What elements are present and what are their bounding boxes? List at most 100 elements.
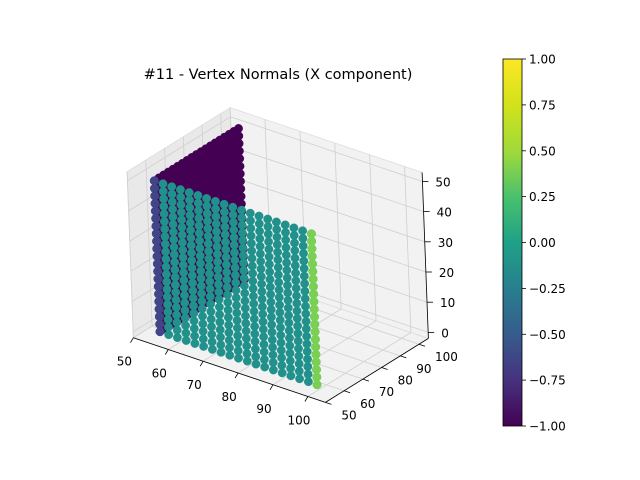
axis-lines <box>130 172 435 405</box>
point-plane-y <box>158 186 168 196</box>
point-plane-y <box>181 321 191 330</box>
point-plane-y <box>239 273 249 283</box>
grid-line-x <box>404 166 412 333</box>
point-plane-y <box>228 217 238 227</box>
x-tick-label: 100 <box>287 414 310 428</box>
colorbar-tick-label: 1.00 <box>529 53 556 67</box>
point-plane-y <box>195 243 205 253</box>
point-plane-y <box>221 252 231 262</box>
point-edge-xmax <box>311 350 321 359</box>
point-edge-xmax <box>306 229 316 239</box>
point-plane-y <box>211 212 221 221</box>
point-edge-xmax <box>309 289 318 299</box>
colorbar: −1.00 −0.75 −0.50 −0.25 0.00 0.25 0.50 0.75 1.00 <box>502 53 566 434</box>
grid-line-z <box>127 116 231 182</box>
point-plane-y <box>292 306 302 316</box>
point-edge-xmin <box>152 251 162 261</box>
point-plane-y <box>294 366 304 376</box>
point-plane-y <box>172 333 182 342</box>
point-plane-y <box>214 287 224 297</box>
point-plane-y <box>300 279 309 288</box>
point-plane-y <box>197 304 207 314</box>
point-plane-y <box>301 324 311 334</box>
y-tick-mark <box>362 378 370 382</box>
y-tick-label: 50 <box>341 408 356 422</box>
point-plane-y <box>172 325 182 335</box>
point-plane-y <box>259 339 269 349</box>
z-tick-label: 40 <box>437 206 452 220</box>
point-plane-y <box>283 288 293 298</box>
point-plane-y <box>171 302 181 312</box>
point-plane-y <box>213 264 223 274</box>
point-plane-y <box>285 333 294 343</box>
point-plane-y <box>221 260 231 270</box>
point-plane-y <box>179 268 189 277</box>
point-plane-y <box>203 224 213 234</box>
point-plane-y <box>215 310 225 319</box>
z-axis-line <box>421 172 429 339</box>
point-plane-y <box>180 298 190 308</box>
point-plane-y <box>179 283 189 293</box>
point-plane-y <box>171 295 181 305</box>
point-plane-y <box>232 316 242 325</box>
point-plane-y <box>295 374 304 384</box>
point-plane-y <box>258 317 268 327</box>
point-edge-xmax <box>307 244 317 254</box>
y-tick-mark <box>400 355 407 359</box>
point-plane-y <box>224 320 234 330</box>
point-plane-y <box>194 228 204 238</box>
point-plane-y <box>281 243 291 253</box>
point-plane-y <box>250 336 260 346</box>
point-edge-xmax <box>308 274 318 284</box>
point-plane-y <box>195 251 205 261</box>
point-plane-y <box>273 270 283 280</box>
point-plane-y <box>168 227 178 237</box>
x-tick-mark <box>164 349 169 355</box>
point-plane-y <box>246 231 256 241</box>
point-plane-y <box>170 272 180 282</box>
point-plane-y <box>237 220 247 230</box>
point-plane-y <box>289 230 299 240</box>
point-plane-y <box>289 223 299 233</box>
point-plane-y <box>202 201 212 211</box>
x-tick-mark <box>199 360 204 367</box>
point-edge-xmax <box>312 365 321 374</box>
point-plane-y <box>219 199 229 209</box>
point-plane-y <box>189 308 199 318</box>
point-plane-y <box>214 302 224 312</box>
point-edge-xmin <box>152 244 162 254</box>
point-plane-y <box>299 256 309 266</box>
point-edge-xmax <box>308 259 317 269</box>
point-plane-y <box>294 359 304 369</box>
point-plane-y <box>230 270 240 280</box>
point-plane-y <box>219 207 229 217</box>
point-plane-y <box>188 286 198 296</box>
point-plane-y <box>303 369 313 379</box>
point-plane-y <box>264 237 273 247</box>
point-plane-y <box>205 269 214 279</box>
point-plane-y <box>245 208 255 218</box>
x-tick-label: 70 <box>187 378 202 392</box>
point-plane-y <box>272 225 282 234</box>
point-edge-xmin <box>150 199 160 208</box>
point-plane-y <box>303 377 313 387</box>
point-plane-y <box>250 344 260 354</box>
point-plane-y <box>205 292 215 301</box>
point-plane-y <box>186 240 196 250</box>
point-plane-y <box>159 217 169 226</box>
point-plane-y <box>204 254 214 264</box>
point-plane-y <box>160 224 170 234</box>
point-plane-y <box>168 219 178 229</box>
point-plane-y <box>196 274 206 283</box>
point-plane-y <box>250 321 260 331</box>
point-plane-y <box>188 293 198 303</box>
point-edge-xmin <box>150 183 159 193</box>
point-plane-y <box>207 337 217 347</box>
point-plane-y <box>161 247 171 257</box>
grid-line-z <box>230 116 423 182</box>
point-plane-y <box>264 244 274 254</box>
point-plane-y <box>203 231 213 241</box>
point-plane-y <box>211 219 221 229</box>
point-plane-y <box>237 213 247 223</box>
